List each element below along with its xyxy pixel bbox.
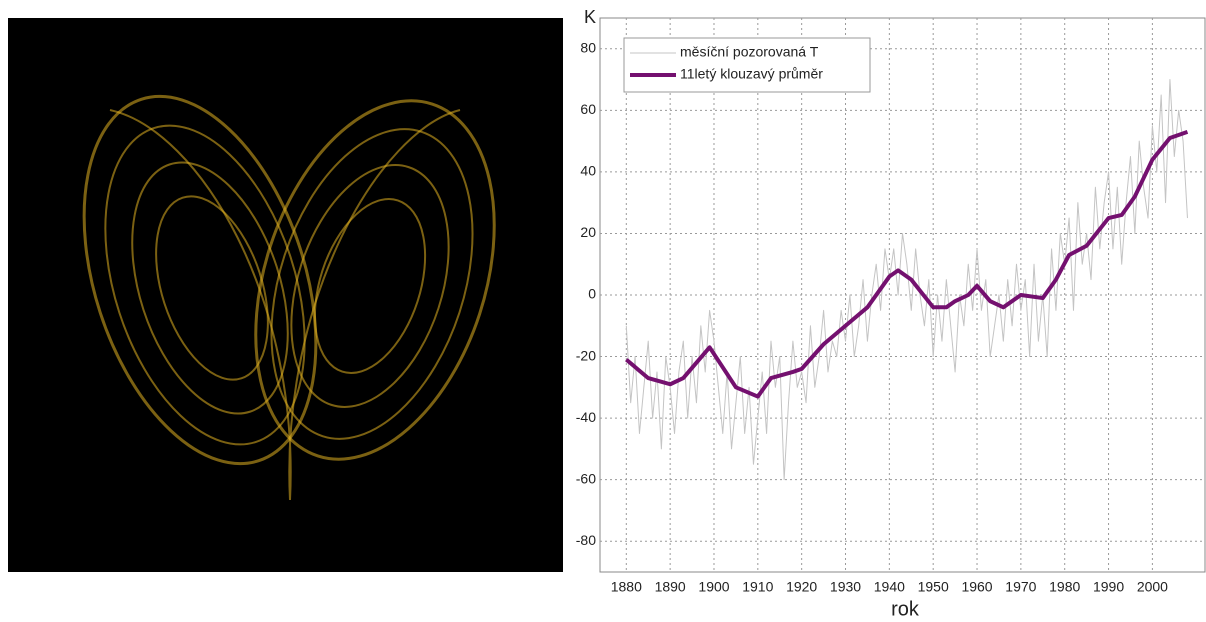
y-tick-label: 60 xyxy=(580,101,596,117)
y-tick-label: -60 xyxy=(576,470,596,486)
x-tick-label: 1900 xyxy=(698,579,729,595)
y-tick-label: 0 xyxy=(588,286,596,302)
y-tick-label: 20 xyxy=(580,224,596,240)
x-tick-label: 2000 xyxy=(1137,579,1168,595)
y-tick-label: -20 xyxy=(576,347,596,363)
y-axis-label: K xyxy=(584,7,596,27)
x-tick-label: 1960 xyxy=(961,579,992,595)
legend-label: měsíční pozorovaná T xyxy=(680,44,819,60)
x-tick-label: 1980 xyxy=(1049,579,1080,595)
y-tick-label: 40 xyxy=(580,163,596,179)
x-tick-label: 1940 xyxy=(874,579,905,595)
x-tick-label: 1990 xyxy=(1093,579,1124,595)
x-tick-label: 1970 xyxy=(1005,579,1036,595)
x-axis-label: rok xyxy=(891,598,920,620)
legend-box xyxy=(623,37,871,93)
legend-label: 11letý klouzavý průměr xyxy=(680,66,823,82)
x-tick-label: 1920 xyxy=(786,579,817,595)
series-line xyxy=(625,79,1188,481)
lorenz-attractor-image xyxy=(8,18,563,572)
x-tick-label: 1880 xyxy=(611,579,642,595)
x-tick-label: 1890 xyxy=(655,579,686,595)
y-tick-label: -80 xyxy=(576,532,596,548)
y-tick-label: -40 xyxy=(576,409,596,425)
y-tick-label: 80 xyxy=(580,39,596,55)
series-line xyxy=(625,129,1189,399)
x-tick-label: 1930 xyxy=(830,579,861,595)
x-tick-label: 1950 xyxy=(918,579,949,595)
x-tick-label: 1910 xyxy=(742,579,773,595)
